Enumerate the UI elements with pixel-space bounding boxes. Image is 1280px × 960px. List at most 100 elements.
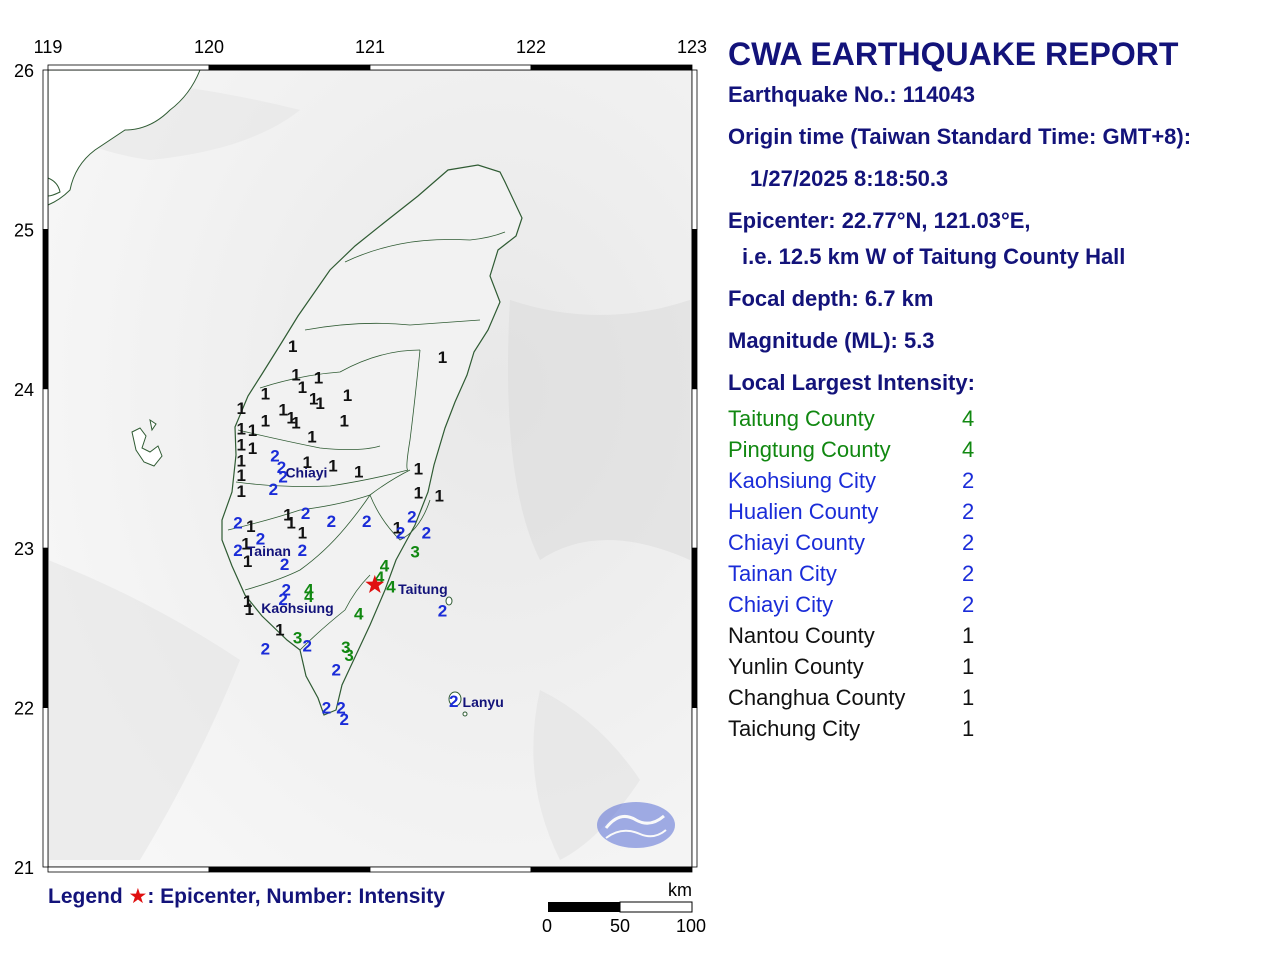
legend-prefix: Legend: [48, 885, 123, 908]
origin-time: 1/27/2025 8:18:50.3: [750, 166, 949, 191]
station-intensity: 1: [248, 421, 257, 440]
station-intensity: 1: [243, 592, 252, 611]
station-intensity: 4: [380, 557, 390, 576]
station-intensity: 1: [275, 620, 284, 639]
region-name: Yunlin County: [728, 654, 864, 679]
station-intensity: 3: [410, 542, 419, 561]
frame-segment-left: [42, 388, 49, 549]
cwa-logo: [597, 802, 675, 848]
frame-segment-right: [691, 228, 698, 390]
station-intensity: 1: [261, 412, 270, 431]
longitude-labels: 119 120 121 122 123: [34, 37, 707, 57]
station-intensity: 1: [278, 401, 287, 420]
latitude-label: 24: [14, 380, 34, 400]
station-intensity: 1: [302, 453, 311, 472]
latitude-label: 22: [14, 699, 34, 719]
station-intensity: 2: [340, 710, 349, 729]
outlying-islands: [445, 596, 468, 717]
region-name: Chiayi City: [728, 592, 834, 617]
station-intensity: 2: [302, 636, 311, 655]
station-intensity: 2: [277, 458, 286, 477]
station-intensity: 2: [327, 512, 336, 531]
taiwan-island: [221, 164, 523, 716]
station-intensity: 1: [248, 439, 257, 458]
station-intensity: 2: [301, 504, 310, 523]
city-labels: Chiayi Tainan Kaohsiung Taitung Lanyu: [247, 465, 504, 711]
station-intensity: 3: [344, 646, 353, 665]
station-intensity: 1: [343, 386, 352, 405]
region-name: Taitung County: [728, 406, 875, 431]
station-intensity: 2: [270, 447, 279, 466]
region-intensity: 1: [962, 716, 975, 741]
frame-segment-right: [691, 547, 698, 709]
longitude-label: 121: [355, 37, 385, 57]
station-intensity: 2: [396, 523, 405, 542]
frame-segment-left: [42, 228, 49, 390]
station-intensity: 1: [414, 483, 423, 502]
latitude-label: 25: [14, 220, 34, 240]
station-intensity: 2: [322, 699, 331, 718]
station-intensity: 2: [362, 512, 371, 531]
city-label: Taitung: [398, 581, 448, 597]
latitude-label: 26: [14, 61, 34, 81]
magnitude: Magnitude (ML): 5.3: [728, 328, 935, 353]
station-intensity: 1: [286, 408, 295, 427]
station-intensity: 2: [261, 640, 270, 659]
region-intensity: 2: [962, 468, 975, 493]
station-intensity: 1: [393, 518, 402, 537]
station-intensity: 1: [261, 385, 270, 404]
station-intensity: 1: [340, 412, 349, 431]
frame-segment-top: [208, 64, 371, 71]
frame-segment-bottom: [369, 866, 532, 873]
station-intensity: 4: [304, 581, 314, 600]
region-intensity: 1: [962, 654, 975, 679]
region-name: Nantou County: [728, 623, 875, 648]
origin-time-label: Origin time (Taiwan Standard Time: GMT+8…: [728, 124, 1192, 149]
station-intensity: 4: [375, 568, 385, 587]
station-intensity: 1: [354, 463, 363, 482]
station-intensity: 2: [422, 523, 431, 542]
station-intensity: 1: [315, 394, 324, 413]
report-title: CWA EARTHQUAKE REPORT: [728, 36, 1179, 72]
map-legend: Legend ★: Epicenter, Number: Intensity: [48, 884, 445, 909]
station-intensity: 1: [246, 517, 255, 536]
station-intensity: 2: [280, 555, 289, 574]
city-label: Chiayi: [285, 465, 327, 481]
station-intensity: 2: [233, 514, 242, 533]
station-intensity: 2: [331, 660, 340, 679]
region-name: Changhua County: [728, 685, 906, 710]
region-name: Taichung City: [728, 716, 861, 741]
latitude-label: 23: [14, 539, 34, 559]
frame-segment-bottom: [530, 866, 693, 873]
scale-label-0: 0: [542, 916, 553, 936]
china-coast: [47, 69, 201, 206]
station-intensity: 1: [245, 600, 254, 619]
station-intensity: 1: [438, 348, 447, 367]
station-intensity: 1: [414, 460, 423, 479]
station-intensity: 1: [434, 487, 443, 506]
region-intensity: 2: [962, 592, 975, 617]
region-intensity: 2: [962, 530, 975, 555]
region-intensity: 4: [962, 406, 975, 431]
latitude-labels: 26 25 24 23 22 21: [14, 61, 34, 878]
region-intensity: 1: [962, 623, 975, 648]
station-intensity: 1: [314, 369, 323, 388]
station-intensity: 1: [291, 413, 300, 432]
scale-bar: [548, 901, 693, 913]
station-intensity: 2: [407, 507, 416, 526]
station-intensity: 1: [298, 378, 307, 397]
region-intensity: 2: [962, 499, 975, 524]
frame-segment-top: [530, 64, 693, 71]
scale-unit: km: [668, 880, 692, 900]
legend-text: : Epicenter, Number: Intensity: [147, 885, 445, 908]
station-intensity: 2: [336, 699, 345, 718]
station-intensity: 1: [236, 466, 245, 485]
frame-segment-right: [691, 69, 698, 230]
map-frame: [42, 64, 698, 873]
region-name: Chiayi County: [728, 530, 865, 555]
frame-segment-right: [691, 707, 698, 868]
city-label: Lanyu: [463, 694, 504, 710]
region-name: Pingtung County: [728, 437, 891, 462]
station-intensity: 2: [256, 530, 265, 549]
